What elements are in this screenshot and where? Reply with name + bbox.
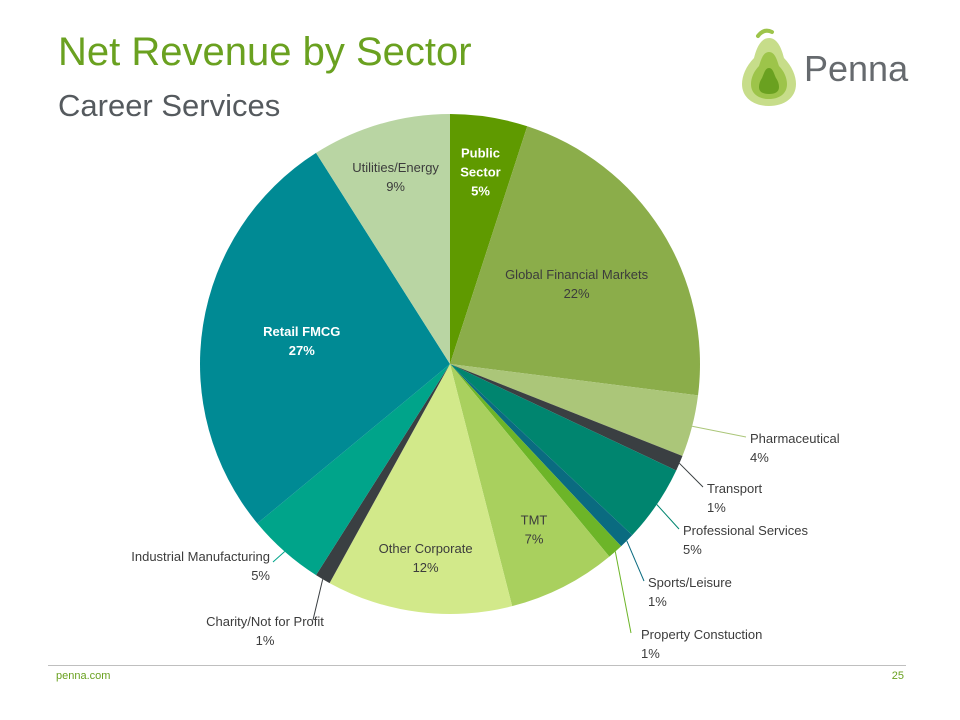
data-label-pharmaceutical: Pharmaceutical 4%: [750, 431, 840, 465]
footer-divider: [48, 665, 906, 666]
leader-line-transport: [679, 462, 704, 488]
data-label-charity-not-for-profit: Charity/Not for Profit 1%: [206, 614, 324, 648]
penna-logo: Penna: [738, 28, 918, 108]
data-label-industrial-manufacturing: Industrial Manufacturing 5%: [131, 549, 270, 583]
data-label-sports-leisure: Sports/Leisure 1%: [648, 575, 732, 609]
leader-line-industrial-manufacturing: [272, 551, 286, 563]
pie-slice-tmt: [450, 364, 610, 607]
pie-slice-professional-services: [450, 364, 677, 536]
footer-website: penna.com: [56, 670, 111, 682]
pie-slice-sports-leisure: [450, 364, 633, 547]
pie-slice-public-sector: [450, 114, 528, 364]
data-label-utilities-energy: Utilities/Energy 9%: [352, 160, 439, 194]
data-label-property-constuction: Property Constuction 1%: [641, 627, 762, 661]
leader-line-charity-not-for-profit: [312, 579, 324, 621]
page-subtitle: Career Services: [58, 88, 281, 123]
data-label-retail-fmcg: Retail FMCG 27%: [263, 324, 340, 358]
pie-slice-transport: [450, 364, 683, 471]
data-label-public-sector: Public Sector 5%: [460, 145, 500, 198]
logo-text: Penna: [804, 48, 909, 89]
leader-line-pharmaceutical: [692, 425, 747, 438]
pie-slice-global-financial-markets: [450, 126, 701, 396]
pie-slice-utilities-energy: [316, 114, 450, 364]
data-label-global-financial-markets: Global Financial Markets 22%: [505, 267, 649, 301]
data-label-other-corporate: Other Corporate 12%: [379, 541, 473, 575]
pear-icon: [742, 28, 796, 106]
pie-slice-pharmaceutical: [450, 364, 699, 457]
pie-slice-industrial-manufacturing: [257, 364, 450, 576]
pie-slice-property-constuction: [450, 364, 622, 557]
pie-slice-retail-fmcg: [199, 152, 450, 524]
leader-line-professional-services: [656, 504, 680, 530]
data-label-transport: Transport 1%: [707, 481, 763, 515]
leader-line-sports-leisure: [626, 540, 645, 582]
data-label-professional-services: Professional Services 5%: [683, 523, 808, 557]
pie-slice-other-corporate: [329, 364, 513, 615]
data-label-tmt: TMT 7%: [521, 512, 548, 546]
pie-slice-charity-not-for-profit: [316, 364, 450, 584]
page-number: 25: [891, 670, 904, 682]
leader-line-property-constuction: [614, 551, 632, 634]
page-title: Net Revenue by Sector: [58, 30, 472, 74]
